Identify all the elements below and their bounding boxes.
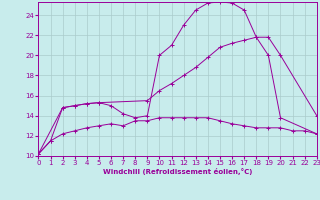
X-axis label: Windchill (Refroidissement éolien,°C): Windchill (Refroidissement éolien,°C)	[103, 168, 252, 175]
